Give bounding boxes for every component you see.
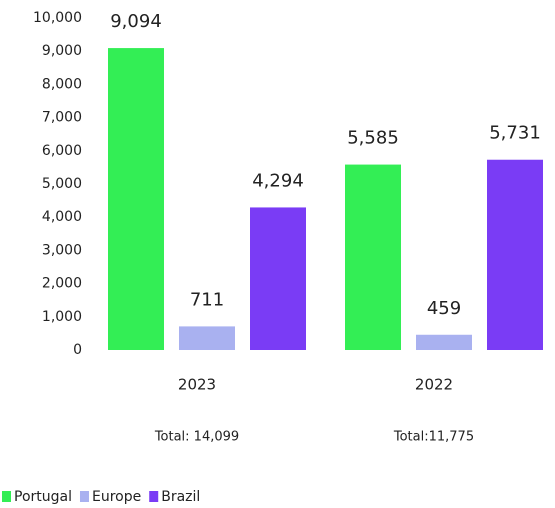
- x-tick-label: 2023: [178, 376, 216, 394]
- data-label: 4,294: [252, 170, 304, 191]
- data-label: 5,731: [489, 123, 541, 144]
- data-label: 5,585: [347, 128, 399, 149]
- category-note: Total:11,775: [393, 430, 474, 445]
- legend-label: Portugal: [14, 489, 72, 505]
- y-tick-label: 5,000: [42, 176, 82, 192]
- bar: [416, 334, 472, 350]
- bar: [108, 48, 164, 351]
- y-tick-label: 1,000: [42, 309, 82, 325]
- y-tick-label: 7,000: [42, 110, 82, 126]
- y-tick-label: 8,000: [42, 76, 82, 92]
- bar: [345, 164, 401, 350]
- legend-label: Brazil: [161, 489, 200, 505]
- y-tick-label: 10,000: [33, 10, 82, 26]
- bar: [250, 207, 306, 350]
- legend-swatch: [2, 491, 11, 502]
- y-tick-label: 4,000: [42, 209, 82, 225]
- y-tick-label: 6,000: [42, 143, 82, 159]
- data-label: 711: [190, 289, 224, 310]
- bar: [487, 159, 543, 350]
- category-note: Total: 14,099: [154, 430, 239, 445]
- y-tick-label: 3,000: [42, 242, 82, 258]
- legend-swatch: [149, 491, 159, 502]
- y-tick-label: 9,000: [42, 43, 82, 59]
- legend-label: Europe: [92, 489, 141, 505]
- legend-swatch: [79, 491, 89, 502]
- y-tick-label: 0: [73, 342, 82, 358]
- data-label: 459: [427, 298, 461, 319]
- y-tick-label: 2,000: [42, 276, 82, 292]
- x-tick-label: 2022: [415, 376, 453, 394]
- bar: [179, 326, 235, 350]
- data-label: 9,094: [110, 11, 162, 32]
